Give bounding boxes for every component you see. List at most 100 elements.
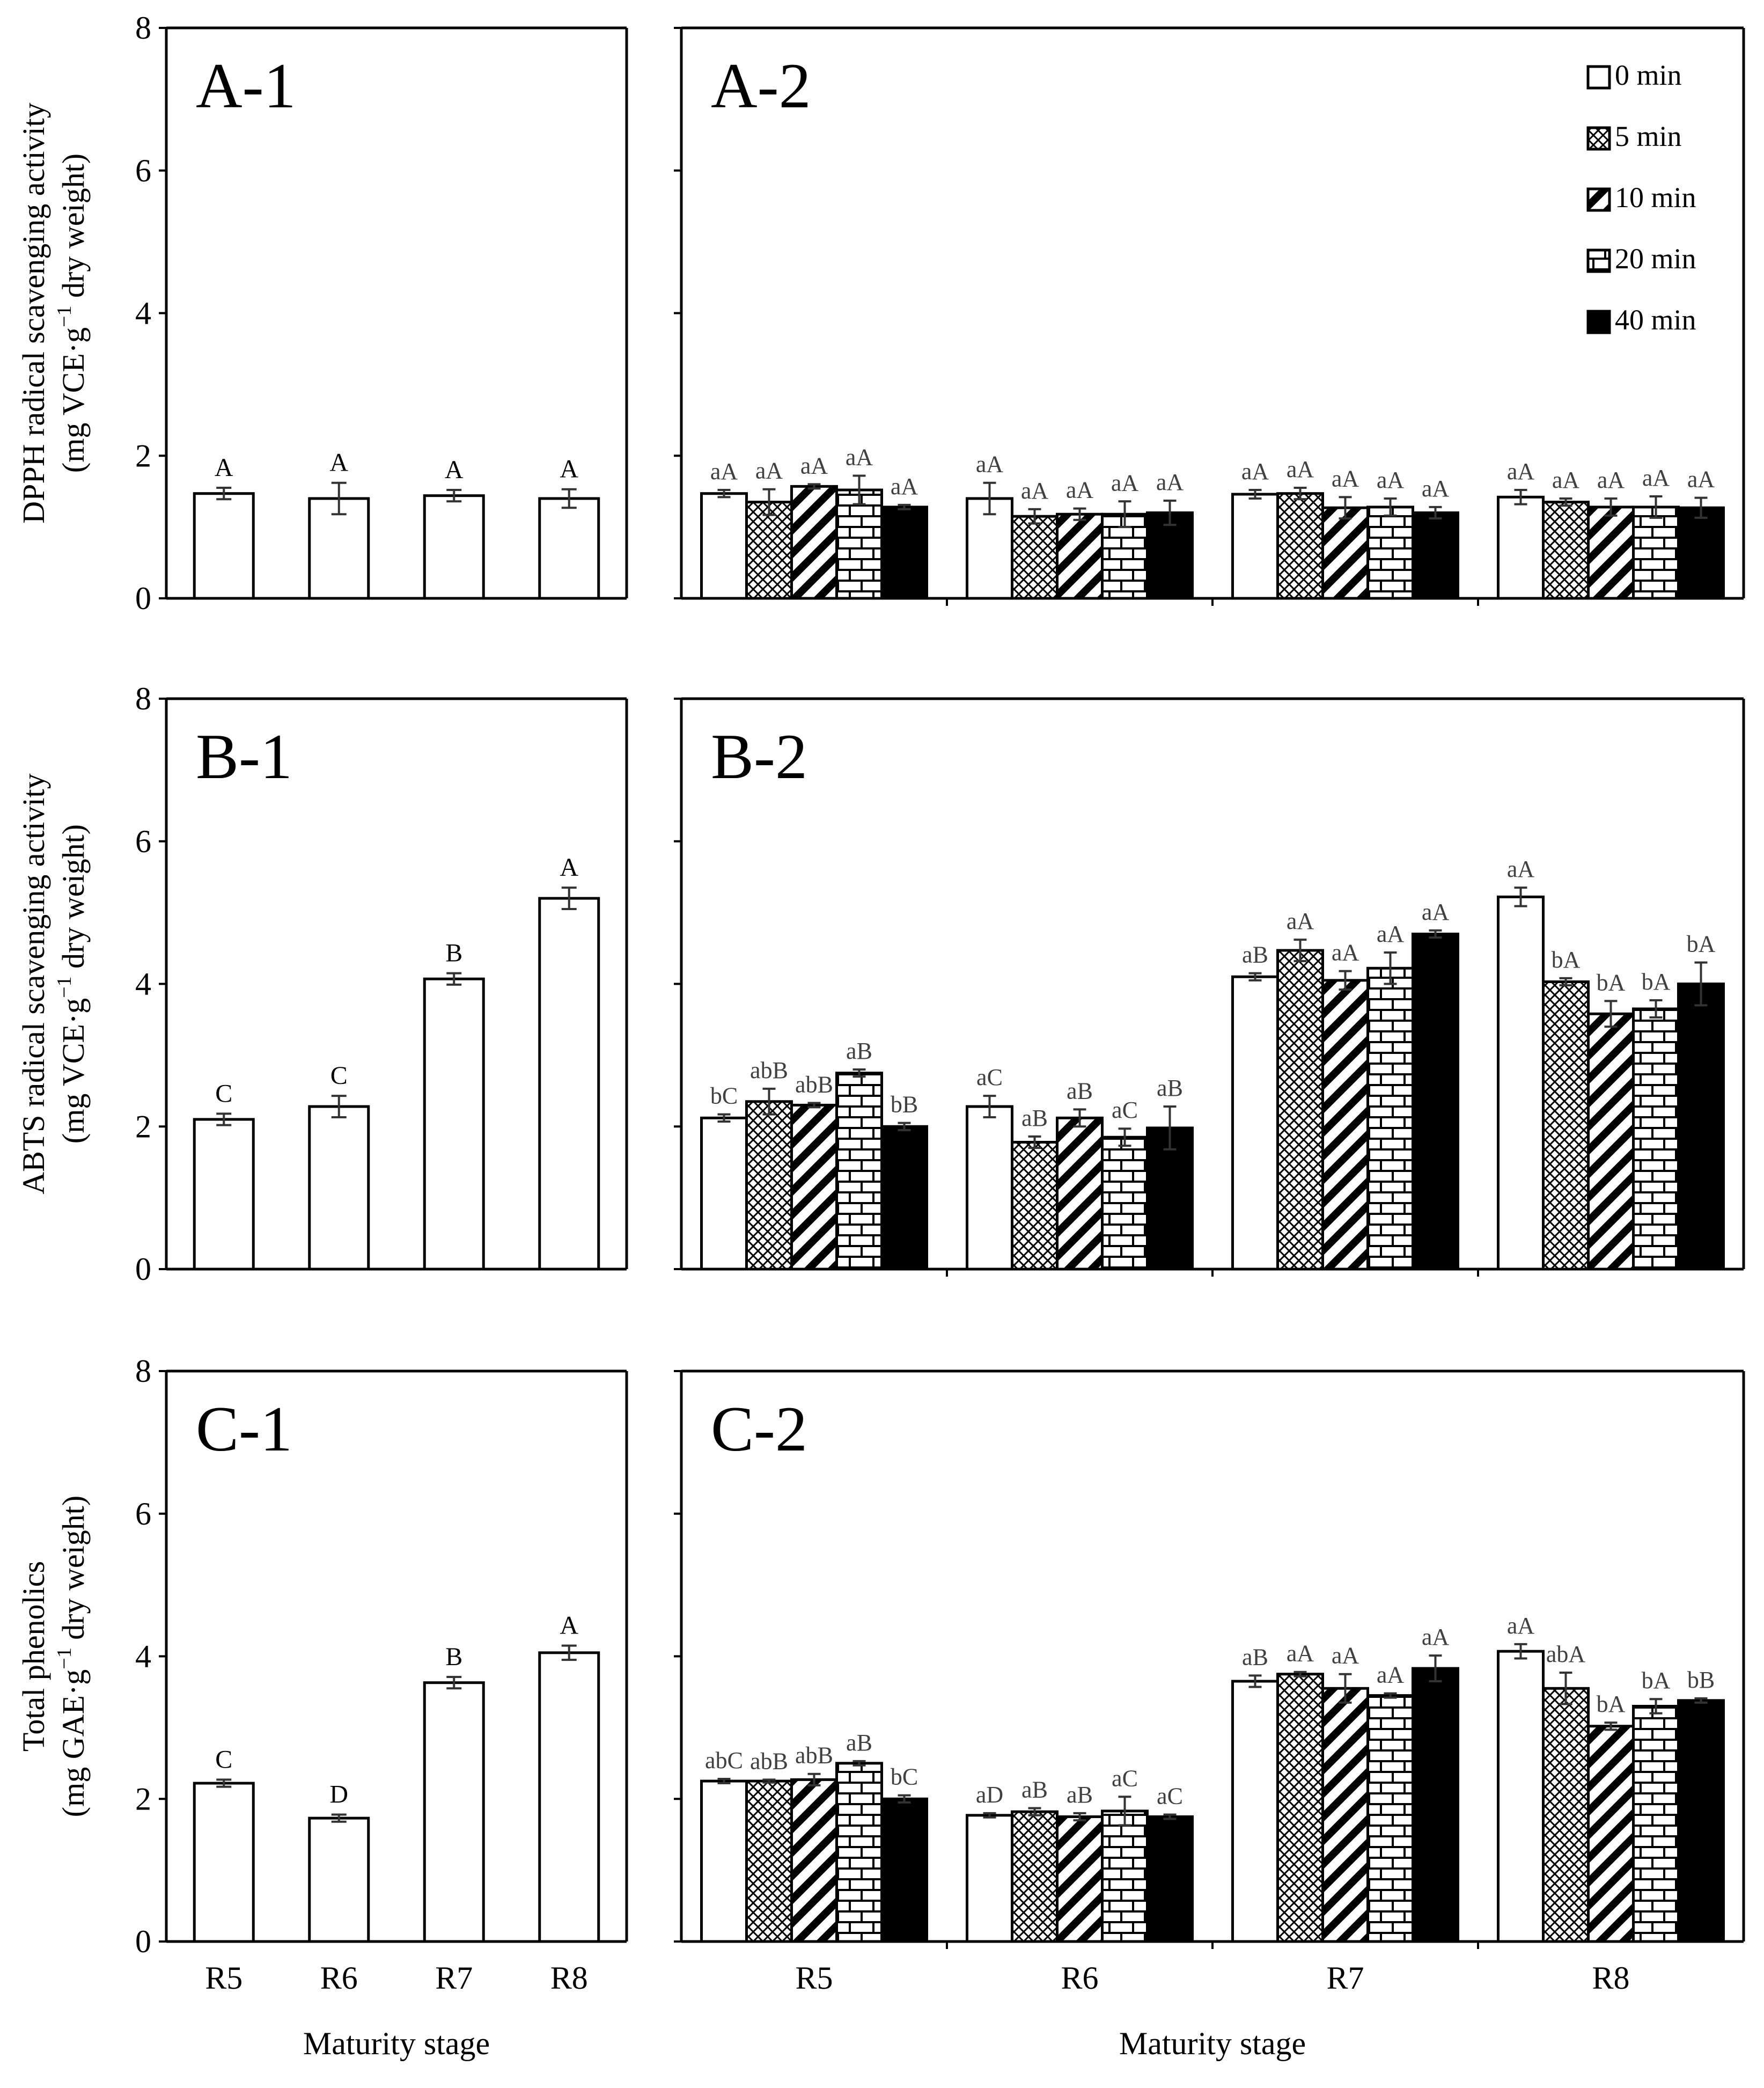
bar-R5 bbox=[193, 1782, 255, 1943]
bar-R6-0min bbox=[966, 1105, 1013, 1271]
bar-R8-0min bbox=[1497, 1650, 1545, 1943]
significance-letter: aA bbox=[1156, 469, 1184, 495]
bar-R8-20min bbox=[1632, 1705, 1680, 1943]
bar-R5 bbox=[193, 1118, 255, 1271]
significance-letter: aB bbox=[846, 1730, 872, 1756]
legend-label: 20 min bbox=[1615, 243, 1696, 275]
legend-label: 5 min bbox=[1615, 120, 1682, 152]
y-axis-label: ABTS radical scavenging activity (mg VCE·… bbox=[16, 773, 91, 1194]
y-tick-label: 6 bbox=[135, 824, 151, 859]
legend-swatch-40min bbox=[1586, 310, 1611, 334]
significance-letter: aA bbox=[1597, 467, 1625, 493]
significance-letter: aA bbox=[1332, 1643, 1359, 1669]
legend-label: 0 min bbox=[1615, 59, 1682, 91]
bar-R5-20min bbox=[835, 488, 883, 600]
bar-R5-40min bbox=[880, 1797, 928, 1943]
significance-letter: aA bbox=[1287, 1640, 1314, 1667]
legend: 0 min 5 min 10 min 20 min 40 min bbox=[1586, 59, 1696, 336]
significance-letter: aA bbox=[1377, 921, 1405, 947]
panel-label: B-1 bbox=[196, 721, 292, 792]
y-label-line1: Total phenolics bbox=[16, 1561, 51, 1752]
significance-letter: abB bbox=[750, 1748, 788, 1774]
significance-letter: abB bbox=[795, 1071, 833, 1097]
significance-letter: aD bbox=[976, 1782, 1003, 1808]
panel-label: A-2 bbox=[711, 50, 811, 121]
significance-letter: aB bbox=[846, 1038, 872, 1064]
significance-letter: aA bbox=[1021, 478, 1049, 504]
significance-letter: A bbox=[560, 1611, 578, 1640]
significance-letter: aB bbox=[1157, 1075, 1183, 1101]
y-axis-label: DPPH radical scavenging activity (mg VCE·… bbox=[16, 102, 91, 523]
significance-letter: aA bbox=[1287, 456, 1314, 482]
significance-letter: aA bbox=[1332, 465, 1359, 492]
legend-label: 10 min bbox=[1615, 181, 1696, 214]
y-tick-label: 4 bbox=[135, 966, 151, 1002]
panel-B-2: B-2 bC aC aB aA abB aB aA bA abB aB aA bA aB aC aA bA bB a… bbox=[674, 697, 1745, 1277]
significance-letter: bA bbox=[1642, 969, 1671, 995]
significance-letter: B bbox=[445, 939, 462, 968]
significance-letter: aB bbox=[1021, 1777, 1048, 1803]
significance-letter: aA bbox=[1287, 908, 1314, 934]
y-tick-label: 6 bbox=[135, 153, 151, 188]
significance-letter: aA bbox=[710, 458, 738, 485]
significance-letter: A bbox=[560, 853, 578, 882]
bar-R7-20min bbox=[1366, 966, 1414, 1271]
x-tick-label: R7 bbox=[1326, 1960, 1364, 1996]
significance-letter: bB bbox=[1687, 1667, 1715, 1693]
y-tick-label: 8 bbox=[135, 1353, 151, 1389]
significance-letter: aA bbox=[1111, 470, 1139, 496]
bar-R8-40min bbox=[1677, 506, 1725, 600]
bar-R8-20min bbox=[1632, 1007, 1680, 1271]
y-label-sup: −1 bbox=[53, 976, 76, 998]
y-tick-label: 6 bbox=[135, 1496, 151, 1532]
bar-R7-40min bbox=[1412, 511, 1459, 600]
bar-R7-10min bbox=[1321, 1687, 1369, 1943]
significance-letter: C bbox=[215, 1079, 232, 1108]
significance-letter: aA bbox=[976, 451, 1004, 478]
x-tick-label: R6 bbox=[1061, 1960, 1098, 1996]
legend-label: 40 min bbox=[1615, 304, 1696, 336]
panel-A-1: A-1 DPPH radical scavenging activity (mg V… bbox=[16, 10, 628, 616]
significance-letter: B bbox=[445, 1643, 462, 1671]
bar-R5-10min bbox=[790, 1778, 838, 1943]
bar-R7-5min bbox=[1276, 949, 1324, 1271]
panel-C-2: C-2 abC aD aB aA abB aB aA abA abB aB aA bA aB aC aA bA b… bbox=[674, 1369, 1745, 2061]
significance-letter: aB bbox=[1242, 1644, 1268, 1670]
y-label-suffix: dry weight) bbox=[56, 824, 91, 977]
bar-R7 bbox=[423, 1681, 485, 1943]
bar-R5-0min bbox=[700, 1779, 748, 1943]
bar-R6-5min bbox=[1011, 515, 1059, 600]
significance-letter: aA bbox=[1377, 1662, 1405, 1688]
bar-R8-10min bbox=[1587, 505, 1635, 600]
significance-letter: aA bbox=[755, 458, 783, 484]
panel-label: B-2 bbox=[711, 721, 807, 792]
bar-R5-40min bbox=[880, 1125, 928, 1271]
bar-R7-40min bbox=[1412, 932, 1459, 1271]
significance-letter: bA bbox=[1642, 1667, 1671, 1694]
significance-letter: bA bbox=[1552, 947, 1581, 973]
significance-letter: C bbox=[215, 1745, 232, 1774]
bar-R7 bbox=[423, 977, 485, 1271]
x-tick-label: R5 bbox=[205, 1960, 242, 1996]
bar-R8-40min bbox=[1677, 1699, 1725, 1943]
significance-letter: aC bbox=[976, 1064, 1003, 1090]
bar-R6-40min bbox=[1146, 1815, 1194, 1943]
x-tick-label: R7 bbox=[435, 1960, 473, 1996]
bar-R7-0min bbox=[1231, 493, 1279, 600]
significance-letter: abB bbox=[750, 1057, 788, 1083]
x-axis-title: Maturity stage bbox=[303, 2026, 490, 2061]
y-label-line2: (mg VCE·g−1 dry weight) bbox=[53, 153, 91, 473]
y-label-sup: −1 bbox=[53, 1647, 76, 1669]
y-tick-label: 2 bbox=[135, 1109, 151, 1144]
bar-R6-20min bbox=[1101, 1809, 1149, 1943]
y-tick-label: 0 bbox=[135, 581, 151, 616]
y-tick-label: 4 bbox=[135, 296, 151, 331]
bar-R5-20min bbox=[835, 1072, 883, 1271]
bar-R5-5min bbox=[745, 1100, 793, 1271]
significance-letter: bC bbox=[710, 1083, 738, 1109]
bar-R7-5min bbox=[1276, 492, 1324, 600]
bar-R6-5min bbox=[1011, 1140, 1059, 1271]
significance-letter: aB bbox=[1021, 1105, 1048, 1131]
significance-letter: aA bbox=[1332, 940, 1359, 966]
